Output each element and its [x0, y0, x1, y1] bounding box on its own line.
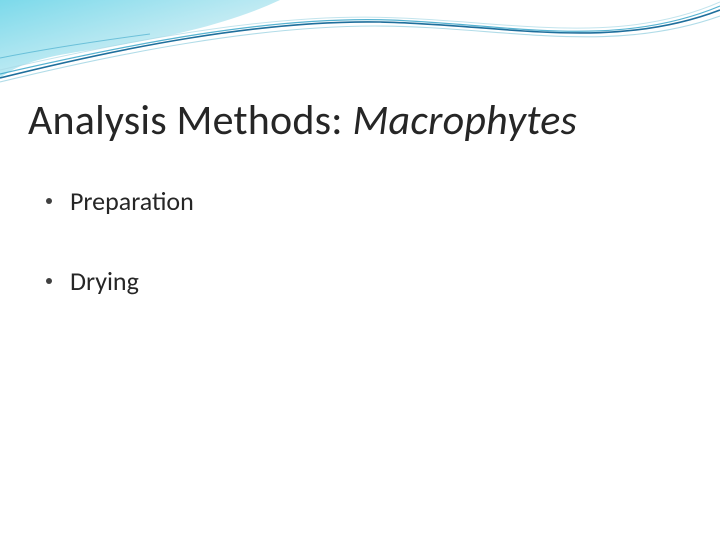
bullet-text: Preparation	[70, 185, 194, 217]
bullet-dot-icon	[46, 278, 52, 284]
list-item: Preparation	[46, 185, 194, 217]
title-prefix: Analysis Methods:	[28, 95, 352, 146]
bullet-list: Preparation Drying	[46, 185, 194, 345]
title-emphasis: Macrophytes	[352, 95, 577, 146]
slide-title: Analysis Methods: Macrophytes	[28, 95, 577, 146]
wave-svg	[0, 0, 720, 110]
bullet-text: Drying	[70, 265, 139, 297]
decorative-wave-header	[0, 0, 720, 110]
list-item: Drying	[46, 265, 194, 297]
bullet-dot-icon	[46, 198, 52, 204]
